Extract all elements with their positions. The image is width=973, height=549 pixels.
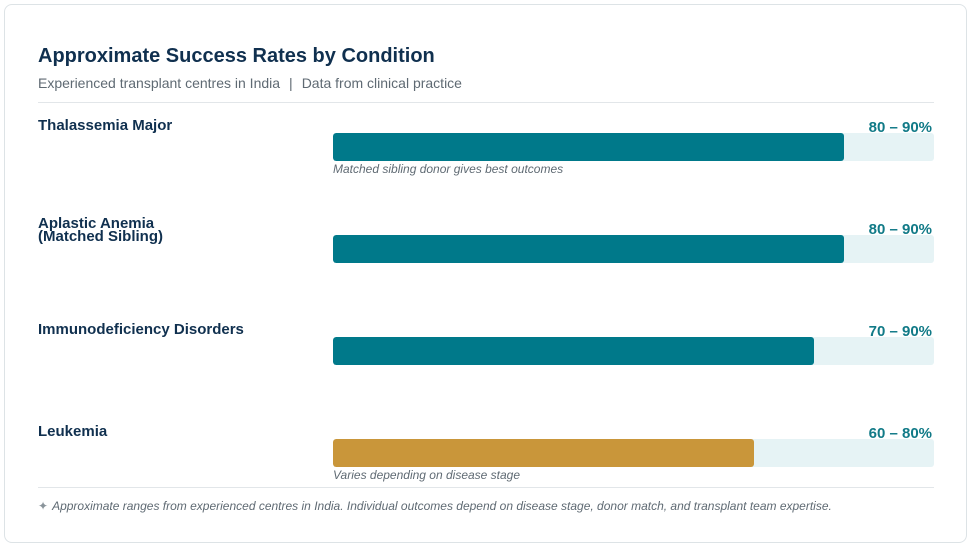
- footnote: ✦ Approximate ranges from experienced cen…: [38, 499, 832, 513]
- bar-thalassemia: [333, 133, 844, 161]
- condition-label-immunodeficiency: Immunodeficiency Disorders: [38, 321, 244, 338]
- bar-aplastic-anemia: [333, 235, 844, 263]
- footer-divider: [38, 487, 934, 488]
- range-label-immunodeficiency: 70 – 90%: [868, 323, 932, 340]
- chart-subtitle: Experienced transplant centres in India |…: [38, 75, 462, 91]
- header-divider: [38, 102, 934, 103]
- chart-title: Approximate Success Rates by Condition: [38, 45, 435, 67]
- bar-track-aplastic-anemia: [333, 235, 934, 263]
- bar-immunodeficiency: [333, 337, 814, 365]
- bar-track-immunodeficiency: [333, 337, 934, 365]
- bar-leukemia: [333, 439, 754, 467]
- range-label-aplastic-anemia: 80 – 90%: [868, 221, 932, 238]
- bar-track-thalassemia: [333, 133, 934, 161]
- range-label-thalassemia: 80 – 90%: [868, 119, 932, 136]
- note-leukemia: Varies depending on disease stage: [333, 468, 521, 482]
- bar-track-leukemia: [333, 439, 934, 467]
- subtitle-source: Experienced transplant centres in India: [38, 75, 281, 91]
- diamond-star-icon: ✦: [38, 499, 49, 513]
- condition-label-leukemia: Leukemia: [38, 423, 108, 440]
- condition-label-thalassemia: Thalassemia Major: [38, 117, 173, 134]
- subtitle-data-note: Data from clinical practice: [301, 75, 462, 91]
- subtitle-separator: |: [289, 75, 293, 91]
- condition-label-aplastic-anemia: Aplastic Anemia (Matched Sibling): [38, 215, 163, 245]
- footnote-text: Approximate ranges from experienced cent…: [52, 499, 832, 513]
- success-rates-card: Approximate Success Rates by Condition E…: [4, 4, 967, 543]
- note-thalassemia: Matched sibling donor gives best outcome…: [333, 162, 564, 176]
- range-label-leukemia: 60 – 80%: [868, 425, 932, 442]
